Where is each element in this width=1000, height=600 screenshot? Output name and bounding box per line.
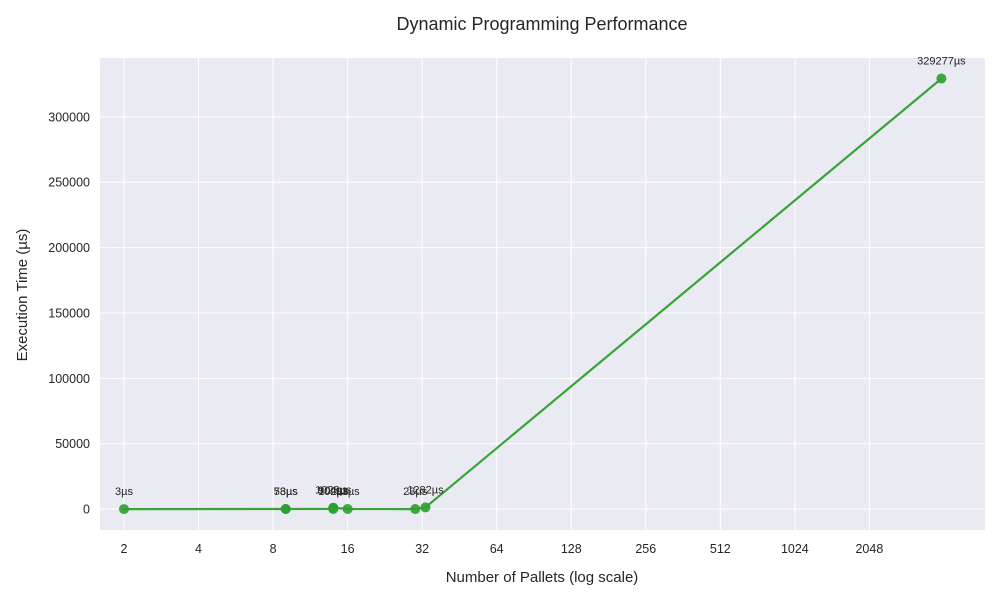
x-tick-label: 2 bbox=[121, 542, 128, 556]
x-tick-label: 8 bbox=[270, 542, 277, 556]
data-label: 23µs bbox=[403, 486, 428, 498]
y-tick-label: 100000 bbox=[48, 372, 90, 386]
data-label: 3µs bbox=[115, 486, 133, 498]
x-axis-ticks: 2 4 8 16 32 64 128 256 512 1024 2048 bbox=[121, 542, 884, 556]
y-tick-label: 200000 bbox=[48, 241, 90, 255]
data-point bbox=[328, 503, 339, 514]
y-tick-label: 50000 bbox=[55, 437, 90, 451]
data-label: 329277µs bbox=[917, 56, 966, 68]
gridlines bbox=[100, 58, 985, 530]
data-point bbox=[936, 73, 947, 84]
plot-area bbox=[100, 58, 985, 530]
data-label: 1020µs bbox=[315, 485, 352, 497]
data-point bbox=[118, 504, 129, 515]
x-tick-label: 512 bbox=[710, 542, 731, 556]
y-tick-label: 300000 bbox=[48, 110, 90, 124]
y-tick-label: 250000 bbox=[48, 176, 90, 190]
data-point bbox=[280, 504, 291, 515]
data-point bbox=[420, 502, 431, 513]
data-label: 93µs bbox=[336, 486, 361, 498]
x-tick-label: 1024 bbox=[781, 542, 809, 556]
x-tick-label: 4 bbox=[195, 542, 202, 556]
y-tick-label: 0 bbox=[83, 503, 90, 517]
x-tick-label: 2048 bbox=[855, 542, 883, 556]
chart-title: Dynamic Programming Performance bbox=[396, 14, 687, 34]
data-point bbox=[342, 503, 353, 514]
x-tick-label: 128 bbox=[561, 542, 582, 556]
data-label: 53µs bbox=[274, 486, 299, 498]
x-tick-label: 32 bbox=[415, 542, 429, 556]
y-tick-label: 150000 bbox=[48, 306, 90, 320]
y-axis-label: Execution Time (µs) bbox=[14, 229, 31, 362]
y-axis-ticks: 0 50000 100000 150000 200000 250000 300000 bbox=[48, 110, 90, 516]
data-label: 1282µs bbox=[407, 484, 444, 496]
x-axis-label: Number of Pallets (log scale) bbox=[446, 569, 639, 586]
x-tick-label: 16 bbox=[341, 542, 355, 556]
x-tick-label: 256 bbox=[635, 542, 656, 556]
data-label: 102µs bbox=[318, 486, 349, 498]
data-label: 904µs bbox=[318, 485, 349, 497]
data-label: 78µs bbox=[274, 486, 299, 498]
data-point bbox=[410, 504, 421, 515]
x-tick-label: 64 bbox=[490, 542, 504, 556]
